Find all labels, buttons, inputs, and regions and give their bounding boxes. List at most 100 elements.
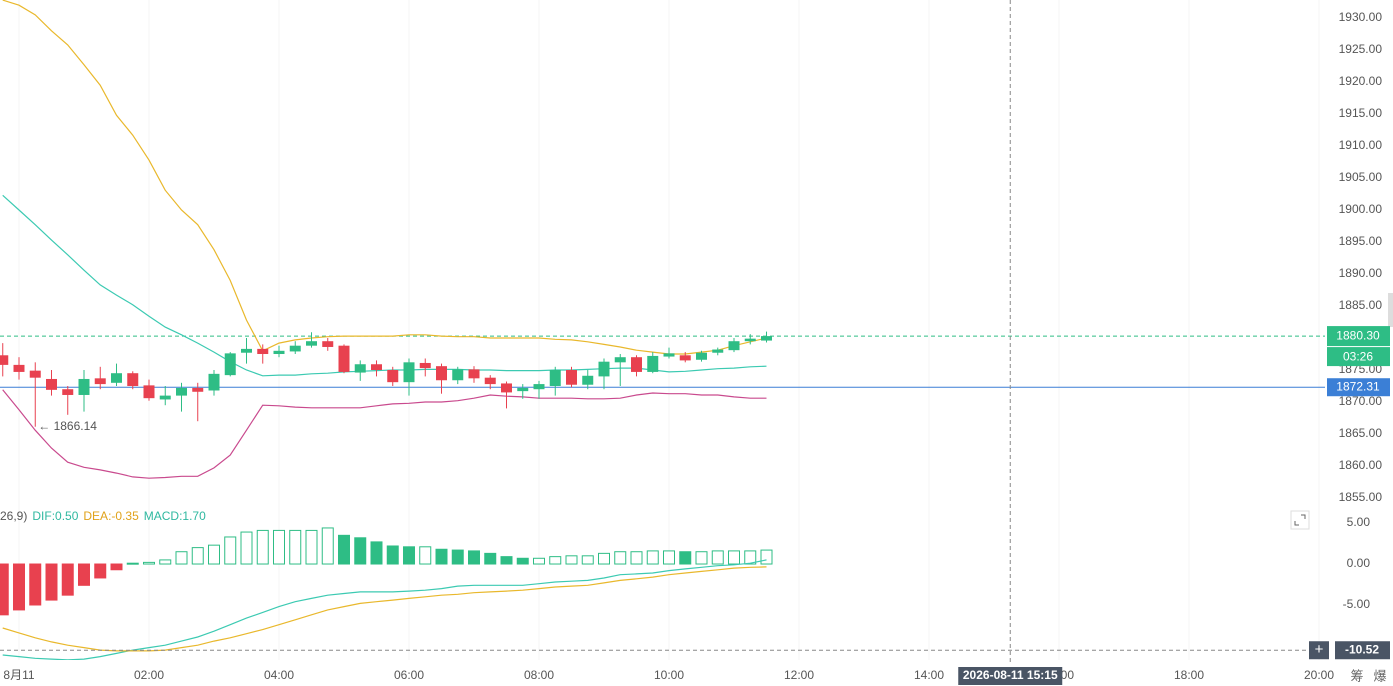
candle-body [452,369,464,381]
macd-bar [581,555,594,565]
macd-bar [744,550,757,565]
x-tick-label: 20:00 [1304,668,1334,682]
macd-bar [679,551,692,565]
macd-bar [321,527,334,565]
footer-icon[interactable]: 筹 [1350,668,1363,683]
macd-bar [159,559,172,565]
macd-pane [0,527,773,660]
candle-body [322,341,334,347]
x-tick-label: 8月11 [3,668,34,682]
expand-icon[interactable] [1290,510,1310,530]
candle-body [761,336,773,341]
macd-bar [386,545,399,565]
y-tick-label: 0.00 [1347,556,1371,570]
candle-body [631,357,642,372]
macd-line [2,566,767,652]
footer-icon[interactable]: 爆 [1373,668,1386,683]
y-tick-label: 1890.00 [1339,266,1383,280]
candle-body [338,345,350,372]
y-tick-label: 1870.00 [1339,394,1383,408]
ref-badge [1327,378,1390,397]
macd-bar [354,537,367,565]
macd-bar [370,541,383,565]
x-tick-label: 06:00 [394,668,424,682]
x-tick-label: 04:00 [264,668,294,682]
macd-bar [597,552,610,565]
candle-body [582,375,594,385]
candle-body [647,355,659,372]
macd-bar [549,556,562,565]
macd-bar [532,557,545,565]
macd-bar [305,529,318,565]
macd-bar [614,551,627,565]
candle-body [696,352,707,360]
y-tick-label: 1865.00 [1339,426,1383,440]
macd-bar [29,563,42,606]
y-tick-label: 1855.00 [1339,490,1383,504]
legend-entry: DEA:-0.35 [83,509,139,523]
candle-body [45,378,57,390]
macd-bar [630,551,643,565]
candle-body [0,355,9,365]
crosshair-value-badge [1335,641,1390,660]
crosshair-time-text: 2026-08-11 15:15 [963,668,1058,682]
ref-text: 1872.31 [1336,379,1380,393]
candle-body [305,341,317,346]
candle-body [435,366,447,381]
y-tick-label: 1925.00 [1339,42,1383,56]
macd-bar [451,549,464,565]
y-tick-label: 5.00 [1347,515,1371,529]
price-pane: ← 1866.14 [0,0,1325,479]
candle-body [175,387,187,396]
macd-bar [337,534,350,565]
macd-bar [12,563,25,611]
macd-bar [272,529,285,565]
macd-bar [695,551,708,565]
candle-body [354,364,366,373]
candle-body [208,373,220,391]
candle-body [240,348,252,353]
macd-bar [402,546,415,565]
y-tick-label: 1930.00 [1339,10,1383,24]
macd-bar [45,563,58,601]
y-tick-label: 1920.00 [1339,74,1383,88]
candle-body [744,338,756,342]
x-tick-label: 14:00 [914,668,944,682]
candle-body [289,345,301,352]
crosshair-add-button[interactable] [1309,641,1329,660]
y-tick-label: 1910.00 [1339,138,1383,152]
crosshair-add-text: + [1315,641,1324,658]
candle-body [712,349,724,353]
macd-bar [110,563,123,571]
y-tick-label: 1905.00 [1339,170,1383,184]
band-line [2,0,767,355]
band-line [2,194,767,377]
candle-body [533,384,545,390]
low-label: ← 1866.14 [38,419,97,433]
macd-bar [467,550,480,565]
x-tick-label: 10:00 [654,668,684,682]
side-tab[interactable] [1388,293,1393,327]
legend-entry: 26,9) [0,509,27,523]
candle-body [29,370,41,378]
y-tick-label: -5.00 [1343,597,1371,611]
crosshair-value-text: -10.52 [1345,642,1379,656]
macd-bar [711,550,724,565]
candle-body [468,369,480,379]
candle-body [679,355,691,361]
macd-bar [565,555,578,565]
last-price-badge [1327,326,1390,347]
candle-body [273,350,285,355]
candle-body [387,370,399,383]
x-tick-label: 02:00 [134,668,164,682]
macd-bar [126,562,139,565]
y-tick-label: 1900.00 [1339,202,1383,216]
countdown-text: 03:26 [1343,349,1373,363]
macd-bar [94,563,107,579]
y-tick-label: 1915.00 [1339,106,1383,120]
y-tick-label: 1860.00 [1339,458,1383,472]
candle-body [127,373,139,387]
macd-bar [0,563,9,616]
y-tick-label: 1885.00 [1339,298,1383,312]
